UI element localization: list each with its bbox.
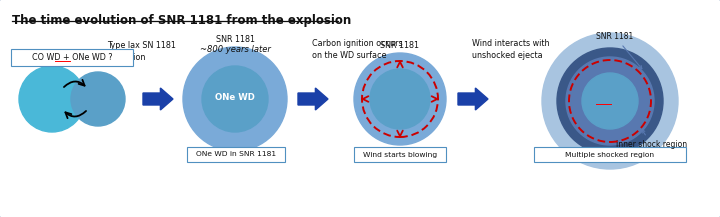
Circle shape <box>202 66 268 132</box>
Text: Multiple shocked region: Multiple shocked region <box>565 151 654 158</box>
Text: ONe WD: ONe WD <box>215 92 255 102</box>
Text: ONe WD in SNR 1181: ONe WD in SNR 1181 <box>196 151 276 158</box>
Circle shape <box>542 33 678 169</box>
FancyArrow shape <box>143 88 173 110</box>
Text: SNR 1181: SNR 1181 <box>215 35 254 44</box>
FancyBboxPatch shape <box>354 147 446 162</box>
Circle shape <box>566 57 654 145</box>
Circle shape <box>557 48 663 154</box>
Text: ONe WD: ONe WD <box>590 94 630 104</box>
Circle shape <box>370 69 430 129</box>
Text: Wind interacts with
unshocked ejecta: Wind interacts with unshocked ejecta <box>472 39 549 60</box>
Circle shape <box>354 53 446 145</box>
Text: SNR 1181: SNR 1181 <box>380 41 420 50</box>
Text: ~800 years later: ~800 years later <box>199 45 271 54</box>
FancyArrow shape <box>458 88 488 110</box>
Text: CO WD + ONe WD ?: CO WD + ONe WD ? <box>32 53 112 62</box>
Text: inner shock region: inner shock region <box>616 130 688 149</box>
Circle shape <box>71 72 125 126</box>
Text: Wind starts blowing: Wind starts blowing <box>363 151 437 158</box>
Text: Carbon ignition occurs
on the WD surface: Carbon ignition occurs on the WD surface <box>312 39 402 60</box>
Text: ONe WD: ONe WD <box>380 92 420 102</box>
Text: The time evolution of SNR 1181 from the explosion: The time evolution of SNR 1181 from the … <box>12 14 351 27</box>
FancyArrow shape <box>298 88 328 110</box>
FancyBboxPatch shape <box>11 49 133 66</box>
Circle shape <box>582 73 638 129</box>
FancyBboxPatch shape <box>187 147 285 162</box>
Circle shape <box>183 47 287 151</box>
Text: Type Iax SN 1181
explosion: Type Iax SN 1181 explosion <box>107 41 176 62</box>
Circle shape <box>19 66 85 132</box>
FancyBboxPatch shape <box>534 147 686 162</box>
Text: SNR 1181: SNR 1181 <box>596 32 642 69</box>
